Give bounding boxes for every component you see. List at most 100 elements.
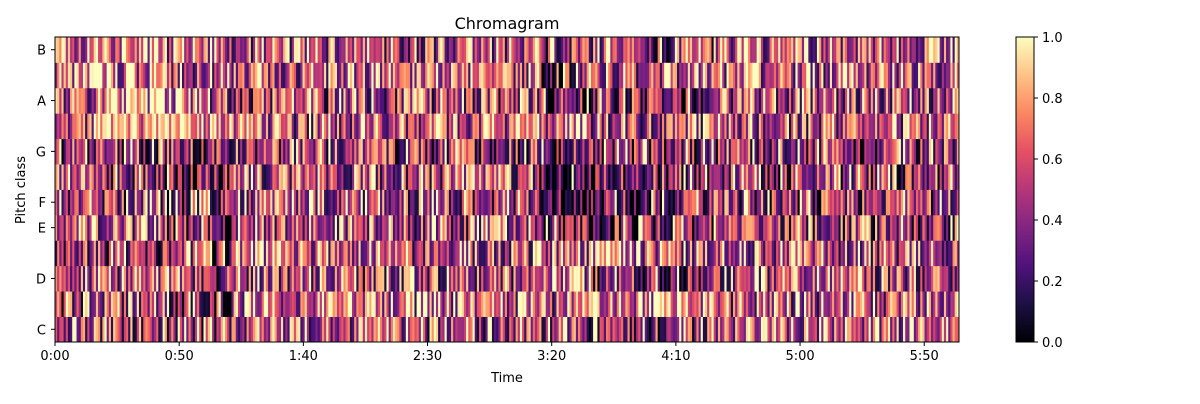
heatmap-cell [534, 316, 538, 343]
heatmap-cell [543, 265, 547, 292]
heatmap-cell [93, 214, 97, 241]
heatmap-cell [681, 138, 684, 165]
heatmap-cell [784, 62, 788, 89]
heatmap-cell [110, 37, 114, 63]
heatmap-cell [367, 240, 370, 267]
heatmap-cell [599, 138, 603, 165]
heatmap-cell [922, 164, 925, 190]
heatmap-cell [550, 316, 553, 343]
heatmap-cell [760, 113, 764, 140]
heatmap-cell [328, 265, 331, 292]
heatmap-cell [242, 87, 245, 114]
heatmap-cell [354, 240, 357, 267]
heatmap-cell [651, 189, 654, 216]
heatmap-cell [87, 62, 90, 89]
heatmap-cell [100, 265, 103, 292]
heatmap-cell [547, 87, 551, 114]
heatmap-cell [343, 164, 346, 190]
heatmap-cell [862, 240, 865, 267]
heatmap-cell [511, 164, 514, 190]
heatmap-cell [547, 189, 551, 216]
heatmap-cell [130, 37, 133, 63]
heatmap-cell [530, 62, 534, 89]
heatmap-cell [590, 240, 594, 267]
heatmap-cell [582, 113, 585, 140]
heatmap-cell [717, 214, 721, 241]
heatmap-cell [194, 214, 198, 241]
heatmap-cell [98, 113, 101, 140]
heatmap-cell [429, 240, 433, 267]
heatmap-cell [515, 62, 519, 89]
heatmap-cell [567, 138, 570, 165]
heatmap-cell [859, 164, 863, 190]
heatmap-cell [487, 62, 491, 89]
heatmap-cell [668, 138, 671, 165]
heatmap-cell [730, 164, 734, 190]
heatmap-cell [293, 291, 297, 317]
heatmap-cell [358, 189, 362, 216]
heatmap-cell [543, 37, 547, 63]
heatmap-cell [278, 240, 282, 267]
heatmap-cell [384, 316, 387, 343]
heatmap-cell [601, 113, 605, 140]
heatmap-cell [487, 189, 491, 216]
heatmap-cell [250, 113, 254, 140]
heatmap-cell [253, 214, 256, 241]
heatmap-cell [595, 87, 598, 114]
heatmap-cell [382, 214, 385, 241]
heatmap-cell [489, 316, 493, 343]
heatmap-cell [666, 265, 669, 292]
heatmap-cell [950, 291, 953, 317]
heatmap-cell [870, 291, 874, 317]
heatmap-cell [900, 138, 904, 165]
heatmap-cell [261, 291, 265, 317]
heatmap-cell [209, 265, 213, 292]
heatmap-cell [188, 316, 191, 343]
heatmap-cell [898, 316, 902, 343]
heatmap-cell [838, 138, 842, 165]
heatmap-cell [918, 189, 921, 216]
heatmap-cell [741, 87, 745, 114]
heatmap-cell [771, 164, 775, 190]
heatmap-cell [481, 291, 484, 317]
heatmap-cell [281, 62, 284, 89]
heatmap-cell [197, 164, 200, 190]
heatmap-cell [453, 291, 456, 317]
heatmap-cell [197, 113, 200, 140]
heatmap-cell [502, 62, 506, 89]
heatmap-cell [881, 265, 885, 292]
heatmap-cell [877, 291, 880, 317]
heatmap-cell [311, 62, 314, 89]
heatmap-cell [780, 240, 783, 267]
heatmap-cell [397, 164, 400, 190]
heatmap-cell [203, 62, 207, 89]
heatmap-cell [760, 240, 764, 267]
heatmap-cell [677, 113, 680, 140]
heatmap-cell [311, 87, 314, 114]
heatmap-cell [655, 291, 659, 317]
heatmap-cell [530, 316, 534, 343]
heatmap-cell [702, 164, 706, 190]
heatmap-cell [799, 316, 803, 343]
heatmap-cell [556, 291, 560, 317]
heatmap-cell [451, 37, 454, 63]
heatmap-cell [541, 214, 544, 241]
heatmap-cell [943, 164, 947, 190]
heatmap-cell [903, 138, 906, 165]
heatmap-cell [151, 265, 155, 292]
heatmap-cell [737, 62, 740, 89]
heatmap-cell [89, 265, 92, 292]
heatmap-cell [306, 240, 310, 267]
heatmap-cell [707, 113, 710, 140]
heatmap-cell [158, 265, 161, 292]
heatmap-cell [767, 265, 770, 292]
heatmap-cell [173, 138, 176, 165]
heatmap-cell [222, 265, 226, 292]
heatmap-cell [100, 214, 103, 241]
heatmap-cell [399, 189, 402, 216]
heatmap-cell [834, 113, 837, 140]
heatmap-cell [390, 240, 394, 267]
heatmap-cell [909, 316, 913, 343]
heatmap-cell [720, 189, 723, 216]
heatmap-cell [567, 240, 570, 267]
